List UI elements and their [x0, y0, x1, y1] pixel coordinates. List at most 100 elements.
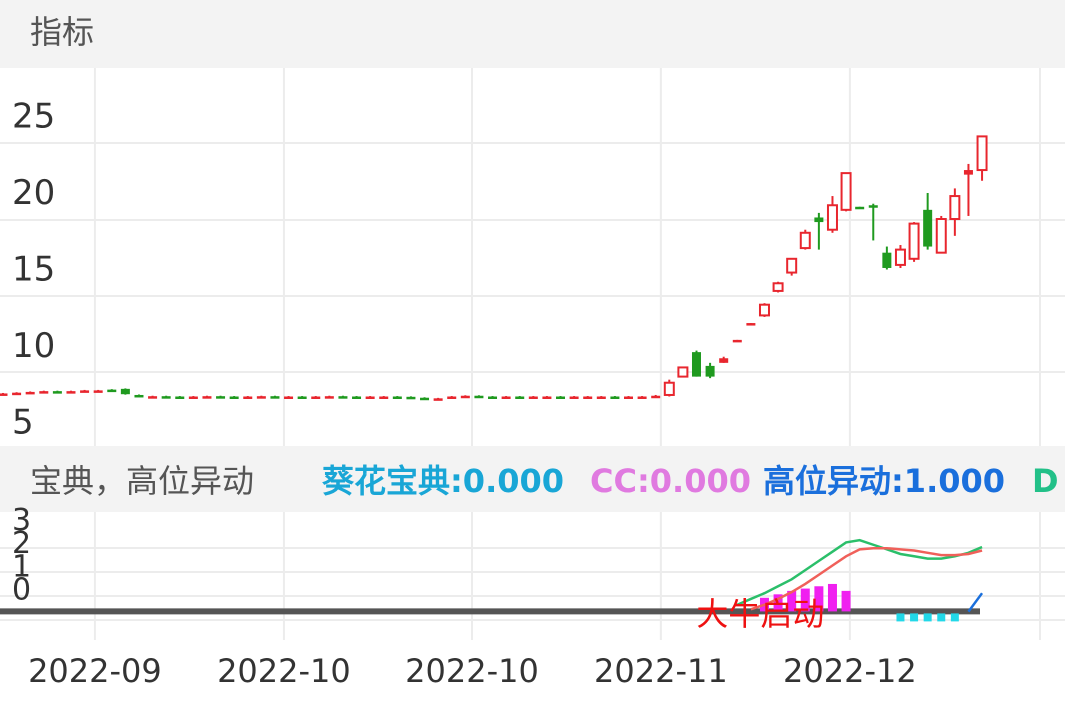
candle-body: [799, 231, 811, 250]
y-tick-label: 20: [12, 173, 55, 213]
candle-body: [229, 396, 239, 399]
candle-body: [324, 396, 334, 399]
candle-body: [93, 390, 103, 393]
legend-title: 宝典，高位异动: [30, 462, 254, 500]
candle-body: [772, 282, 784, 292]
marker: [950, 613, 959, 622]
candle-body: [25, 391, 35, 395]
legend-entry: 葵花宝典:0.000: [322, 462, 564, 500]
candle-body: [826, 204, 838, 231]
candle-body: [352, 396, 362, 399]
candle-body: [148, 396, 158, 399]
candle-body: [976, 135, 988, 172]
bar: [800, 588, 810, 612]
candle-body: [583, 396, 593, 399]
candle-body: [243, 396, 253, 399]
legend-entry: D: [1032, 462, 1059, 500]
candle-body: [719, 358, 729, 363]
bar: [841, 590, 851, 612]
y-tick-label: 10: [12, 326, 55, 366]
x-tick-label: 2022-12: [783, 652, 917, 690]
candle-body: [855, 206, 865, 210]
marker: [923, 613, 932, 622]
y-tick-label: 5: [12, 403, 34, 443]
legend-bar: [0, 446, 1065, 512]
y-tick-label: 0: [12, 572, 31, 607]
candle-body: [338, 396, 348, 399]
candle-body: [528, 396, 538, 399]
candle-body: [732, 339, 742, 343]
bar: [773, 594, 783, 612]
candle-body: [256, 396, 266, 399]
candle-body: [814, 217, 824, 223]
candle-body: [569, 396, 579, 399]
y-tick-label: 3: [12, 503, 31, 538]
candle-body: [758, 303, 770, 317]
candle-body: [420, 397, 430, 401]
y-tick-label: 25: [12, 97, 55, 137]
candle-body: [284, 396, 294, 399]
candle-body: [705, 365, 715, 377]
overlay: 指标 宝典，高位异动 葵花宝典:0.000 CC:0.000 高位异动:1.000 D: [0, 0, 1065, 512]
candle-body: [786, 257, 798, 274]
series-line: [750, 546, 983, 611]
candle-body: [406, 396, 416, 400]
x-tick-label: 2022-11: [594, 652, 728, 690]
candle-body: [894, 248, 906, 266]
candle-body: [935, 218, 947, 254]
candle-body: [663, 381, 675, 396]
candle-body: [501, 396, 511, 399]
candle-body: [202, 396, 212, 399]
candle-body: [624, 396, 634, 399]
candle-body: [12, 392, 22, 396]
candle-body: [488, 396, 498, 399]
header-bar: [0, 0, 1065, 68]
candle-body: [610, 396, 620, 399]
marker: [896, 613, 905, 622]
candle-body: [175, 396, 185, 399]
legend-entry: 高位异动:1.000: [763, 462, 1005, 500]
candle-body: [134, 394, 144, 398]
candle-body: [39, 391, 49, 394]
candle-body: [52, 391, 62, 394]
candle-body: [746, 323, 756, 326]
candle-body: [66, 391, 76, 394]
x-tick-label: 2022-10: [217, 652, 351, 690]
candle-body: [840, 172, 852, 211]
candle-body: [107, 389, 117, 393]
indicator-panel: 大牛启动: [0, 538, 984, 633]
candle-body: [677, 366, 689, 378]
header-title: 指标: [30, 13, 94, 51]
candle-body: [311, 396, 321, 399]
candle-body: [270, 396, 280, 399]
y-tick-label: 1: [12, 549, 31, 584]
marker: [910, 613, 919, 622]
candle-body: [447, 396, 457, 399]
main-panel: [0, 135, 988, 401]
candle-body: [120, 388, 130, 395]
candle-body: [542, 396, 552, 399]
y-tick-label: 15: [12, 250, 55, 290]
candle-body: [515, 396, 525, 399]
series-line: [967, 592, 984, 613]
candle-body: [80, 390, 90, 393]
candle-body: [474, 395, 484, 399]
candle-body: [691, 352, 701, 377]
bar: [787, 590, 797, 612]
candle-body: [297, 396, 307, 399]
x-tick-label: 2022-10: [405, 652, 539, 690]
candle-body: [188, 396, 198, 399]
candle-body: [365, 396, 375, 399]
candle-body: [460, 395, 470, 399]
marker: [937, 613, 946, 622]
candle-body: [379, 396, 389, 399]
legend-entry: CC:0.000: [590, 462, 751, 500]
candle-body: [0, 393, 8, 396]
candle-body: [651, 395, 661, 399]
candle-body: [392, 396, 402, 399]
grid: [0, 68, 1065, 640]
series-line: [736, 538, 983, 606]
candle-body: [963, 170, 973, 175]
